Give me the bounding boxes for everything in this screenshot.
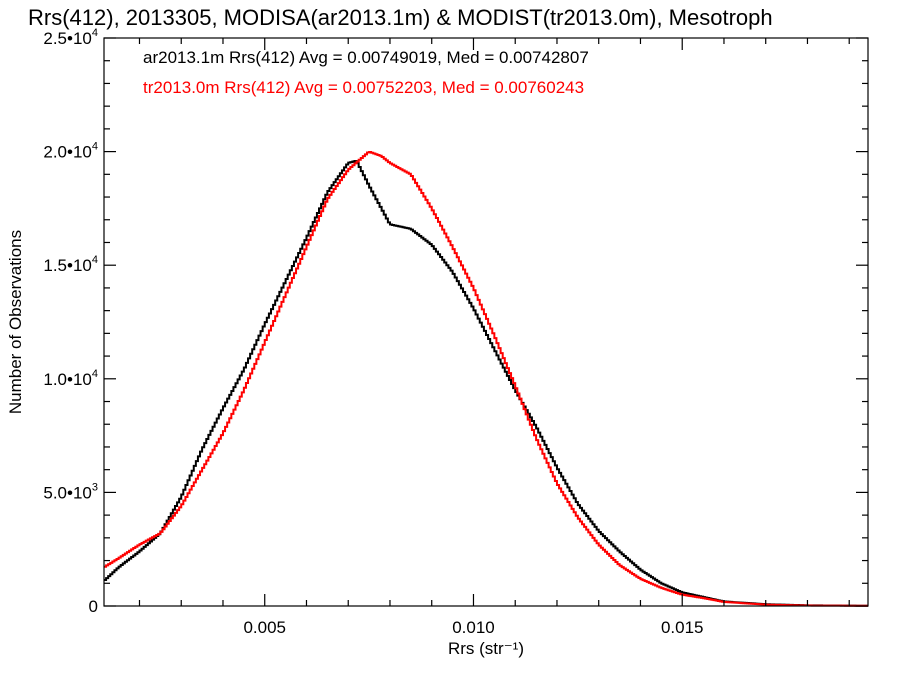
chart-title: Rrs(412), 2013305, MODISA(ar2013.1m) & M… [28, 5, 773, 30]
y-tick-label-base: 2.0•1 [43, 143, 82, 162]
tick-labels-layer: 0.005 0.010 0.01505.0•1031.0•1041.5•1042.0… [43, 27, 703, 637]
y-tick-label: 5.0•103 [43, 481, 98, 502]
y-tick-label: 2.5•104 [43, 27, 98, 48]
y-tick-label-base: 1.0•1 [43, 370, 82, 389]
y-tick-label-ten: 0 [82, 143, 91, 162]
plot-frame [103, 37, 869, 607]
y-tick-label-exponent: 4 [92, 368, 98, 380]
y-tick-label-exponent: 4 [92, 141, 98, 153]
y-tick-label-base: 5.0•1 [43, 483, 82, 502]
y-tick-label-exponent: 4 [92, 254, 98, 266]
y-tick-label: 2.0•104 [43, 141, 98, 162]
y-tick-label-ten: 0 [82, 370, 91, 389]
y-tick-label: 1.0•104 [43, 368, 98, 389]
y-tick-label-ten: 0 [82, 483, 91, 502]
series-line-tr2013-0m [104, 150, 868, 607]
ticks-layer [104, 37, 868, 607]
series-line-ar2013-1m [104, 159, 868, 607]
y-tick-label-ten: 0 [82, 29, 91, 48]
y-tick-label: 0 [89, 597, 98, 616]
x-axis-label: Rrs (str⁻¹) [448, 639, 524, 658]
series-layer [104, 150, 868, 607]
y-tick-label-base: 1.5•1 [43, 256, 82, 275]
legend-entry-ar2013: ar2013.1m Rrs(412) Avg = 0.00749019, Med… [143, 48, 589, 67]
y-tick-label: 1.5•104 [43, 254, 98, 275]
x-tick-label: 0.010 [452, 618, 495, 637]
y-axis-label: Number of Observations [6, 230, 25, 414]
y-tick-label-exponent: 4 [92, 27, 98, 39]
legend: ar2013.1m Rrs(412) Avg = 0.00749019, Med… [143, 48, 589, 97]
x-tick-label: 0.015 [661, 618, 704, 637]
y-tick-label-base: 2.5•1 [43, 29, 82, 48]
y-tick-label-base: 0 [89, 597, 98, 616]
legend-entry-tr2013: tr2013.0m Rrs(412) Avg = 0.00752203, Med… [143, 78, 584, 97]
y-tick-label-ten: 0 [82, 256, 91, 275]
y-tick-label-exponent: 3 [92, 481, 98, 493]
x-tick-label: 0.005 [243, 618, 286, 637]
